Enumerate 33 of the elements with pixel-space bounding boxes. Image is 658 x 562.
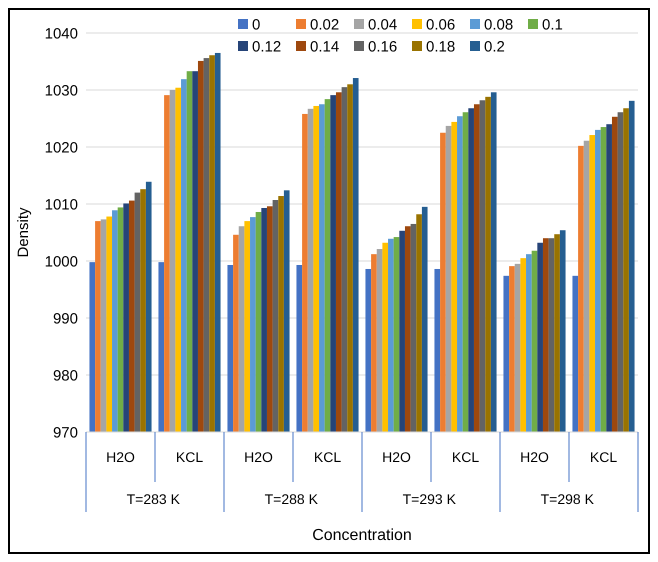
legend-label: 0.06 [426,16,456,34]
legend-label: 0 [252,16,260,34]
y-tick-label: 1000 [44,253,78,270]
y-axis-title: Density [15,207,32,258]
legend-label: 0.14 [310,38,340,56]
legend-label: 0.2 [484,38,505,56]
text: T=288 K [264,491,319,507]
legend-label: 0.04 [368,16,398,34]
legend-label: 0.08 [484,16,514,34]
legend-label: 0.02 [310,16,340,34]
y-tick-label: 1010 [44,196,78,214]
x-tick-label: KCL [314,449,342,465]
x-tick-label: H2O [244,449,273,465]
text: T=298 K [540,491,595,507]
x-tick-label: H2O [520,449,549,465]
legend-label: 0.16 [368,38,398,56]
legend-label: 0.18 [426,38,456,56]
y-tick-label: 990 [52,310,78,328]
x-tick-label: KCL [590,449,618,465]
y-tick-label: 970 [52,424,78,442]
legend-label: 0.1 [542,16,563,34]
y-tick-label: 1020 [44,139,78,156]
x-axis-title: Concentration [312,527,412,544]
x-tick-label: KCL [452,449,480,465]
y-tick-label: 1040 [44,25,78,42]
text: T=293 K [402,491,457,507]
text: T=283 K [126,491,181,507]
legend-label: 0.12 [252,38,282,56]
x-tick-label: H2O [382,449,411,465]
y-tick-label: 1030 [44,82,78,100]
y-tick-label: 980 [52,367,78,384]
x-tick-label: KCL [176,449,204,465]
x-tick-label: H2O [106,449,135,465]
